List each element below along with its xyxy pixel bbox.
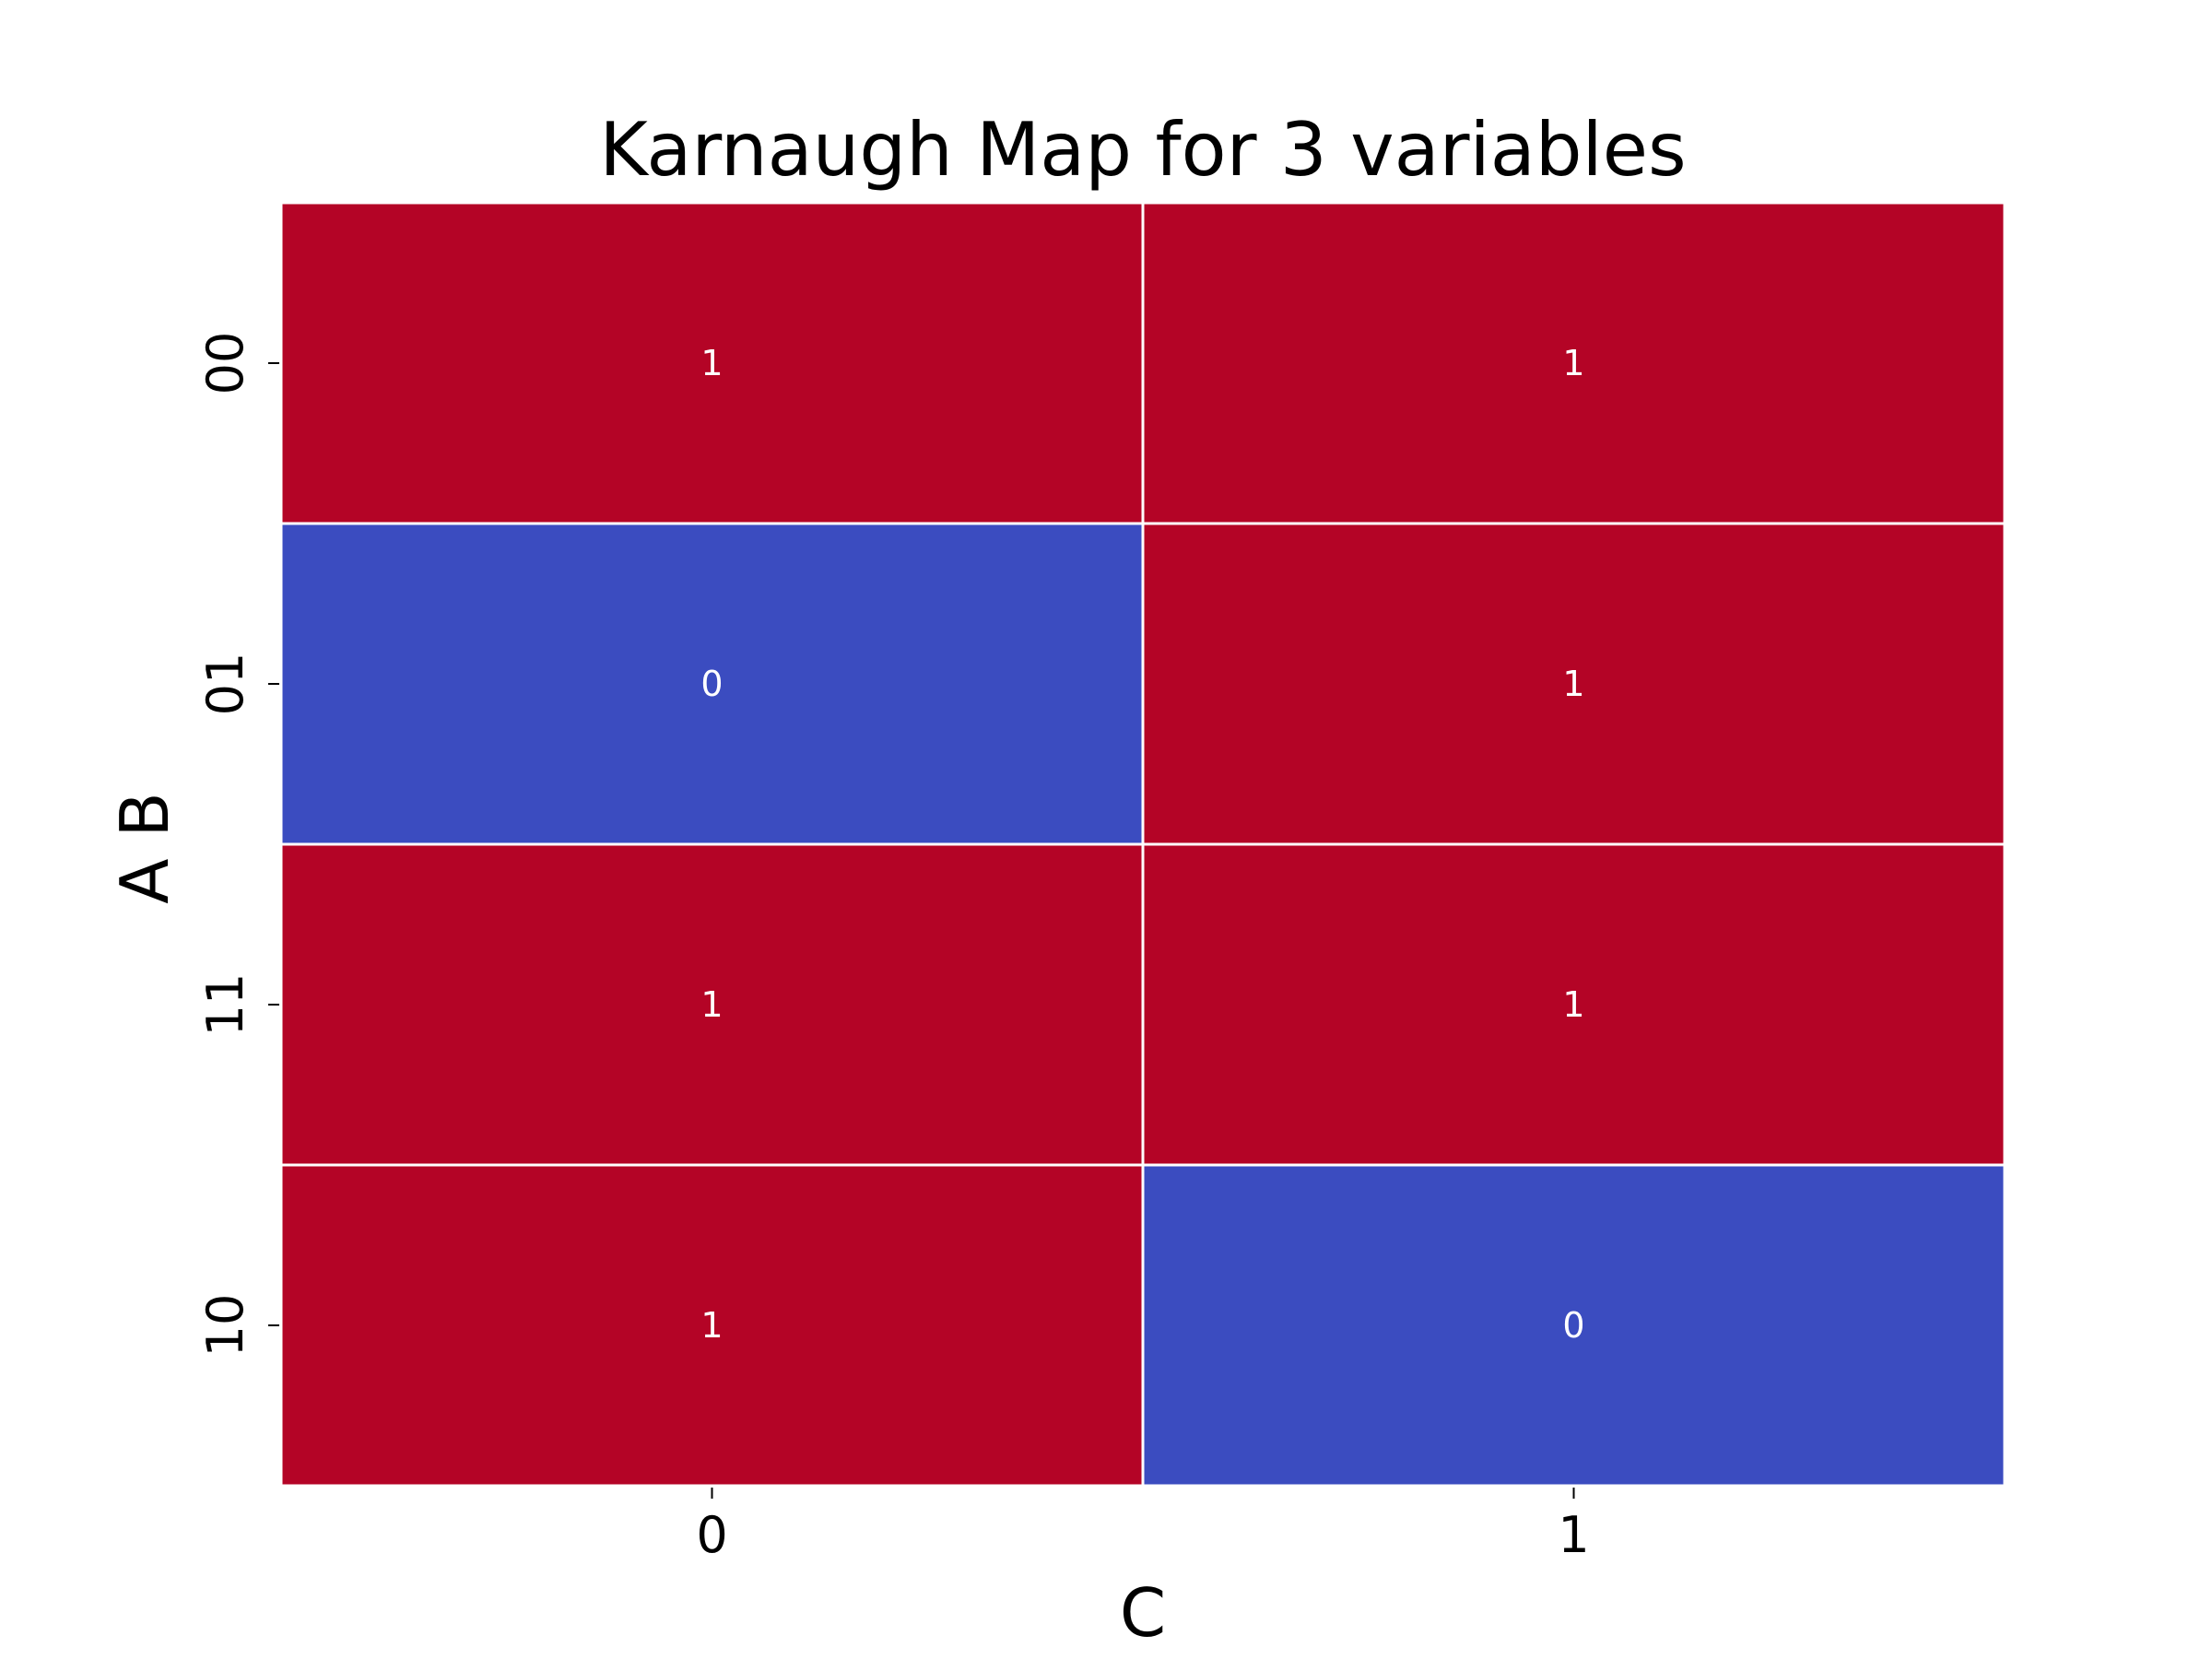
x-tick-label-0: 0 — [696, 1506, 727, 1564]
heatmap-cells: 1 1 0 1 1 1 1 0 — [279, 201, 2006, 1488]
cell-value-label-r2-c0: 1 — [700, 984, 723, 1025]
cell-value-label-r0-c0: 1 — [700, 343, 723, 383]
heatmap-cell-r0-c0 — [279, 201, 1145, 525]
heatmap-cell-r1-c0 — [279, 522, 1145, 846]
cell-value-label-r3-c0: 1 — [700, 1305, 723, 1346]
cell-value-label-r1-c0: 0 — [700, 664, 723, 704]
heatmap-cell-r0-c1 — [1141, 201, 2006, 525]
cell-value-label-r2-c1: 1 — [1562, 984, 1584, 1025]
y-tick-label-3: 10 — [196, 1294, 254, 1358]
y-tick-label-2: 11 — [196, 973, 254, 1037]
y-tick-label-0: 00 — [196, 332, 254, 395]
heatmap-cell-r2-c1 — [1141, 842, 2006, 1167]
cell-value-label-r1-c1: 1 — [1562, 664, 1584, 704]
cell-value-label-r0-c1: 1 — [1562, 343, 1584, 383]
y-axis-label: A B — [106, 792, 183, 904]
chart-title: Karnaugh Map for 3 variables — [599, 107, 1686, 193]
heatmap-cell-r2-c0 — [279, 842, 1145, 1167]
cell-value-label-r3-c1: 0 — [1562, 1305, 1584, 1346]
y-tick-label-1: 01 — [196, 653, 254, 716]
heatmap-cell-r3-c1 — [1141, 1163, 2006, 1488]
x-axis-label: C — [1120, 1574, 1166, 1652]
heatmap-cell-r1-c1 — [1141, 522, 2006, 846]
heatmap-cell-r3-c0 — [279, 1163, 1145, 1488]
x-tick-label-1: 1 — [1558, 1506, 1589, 1564]
